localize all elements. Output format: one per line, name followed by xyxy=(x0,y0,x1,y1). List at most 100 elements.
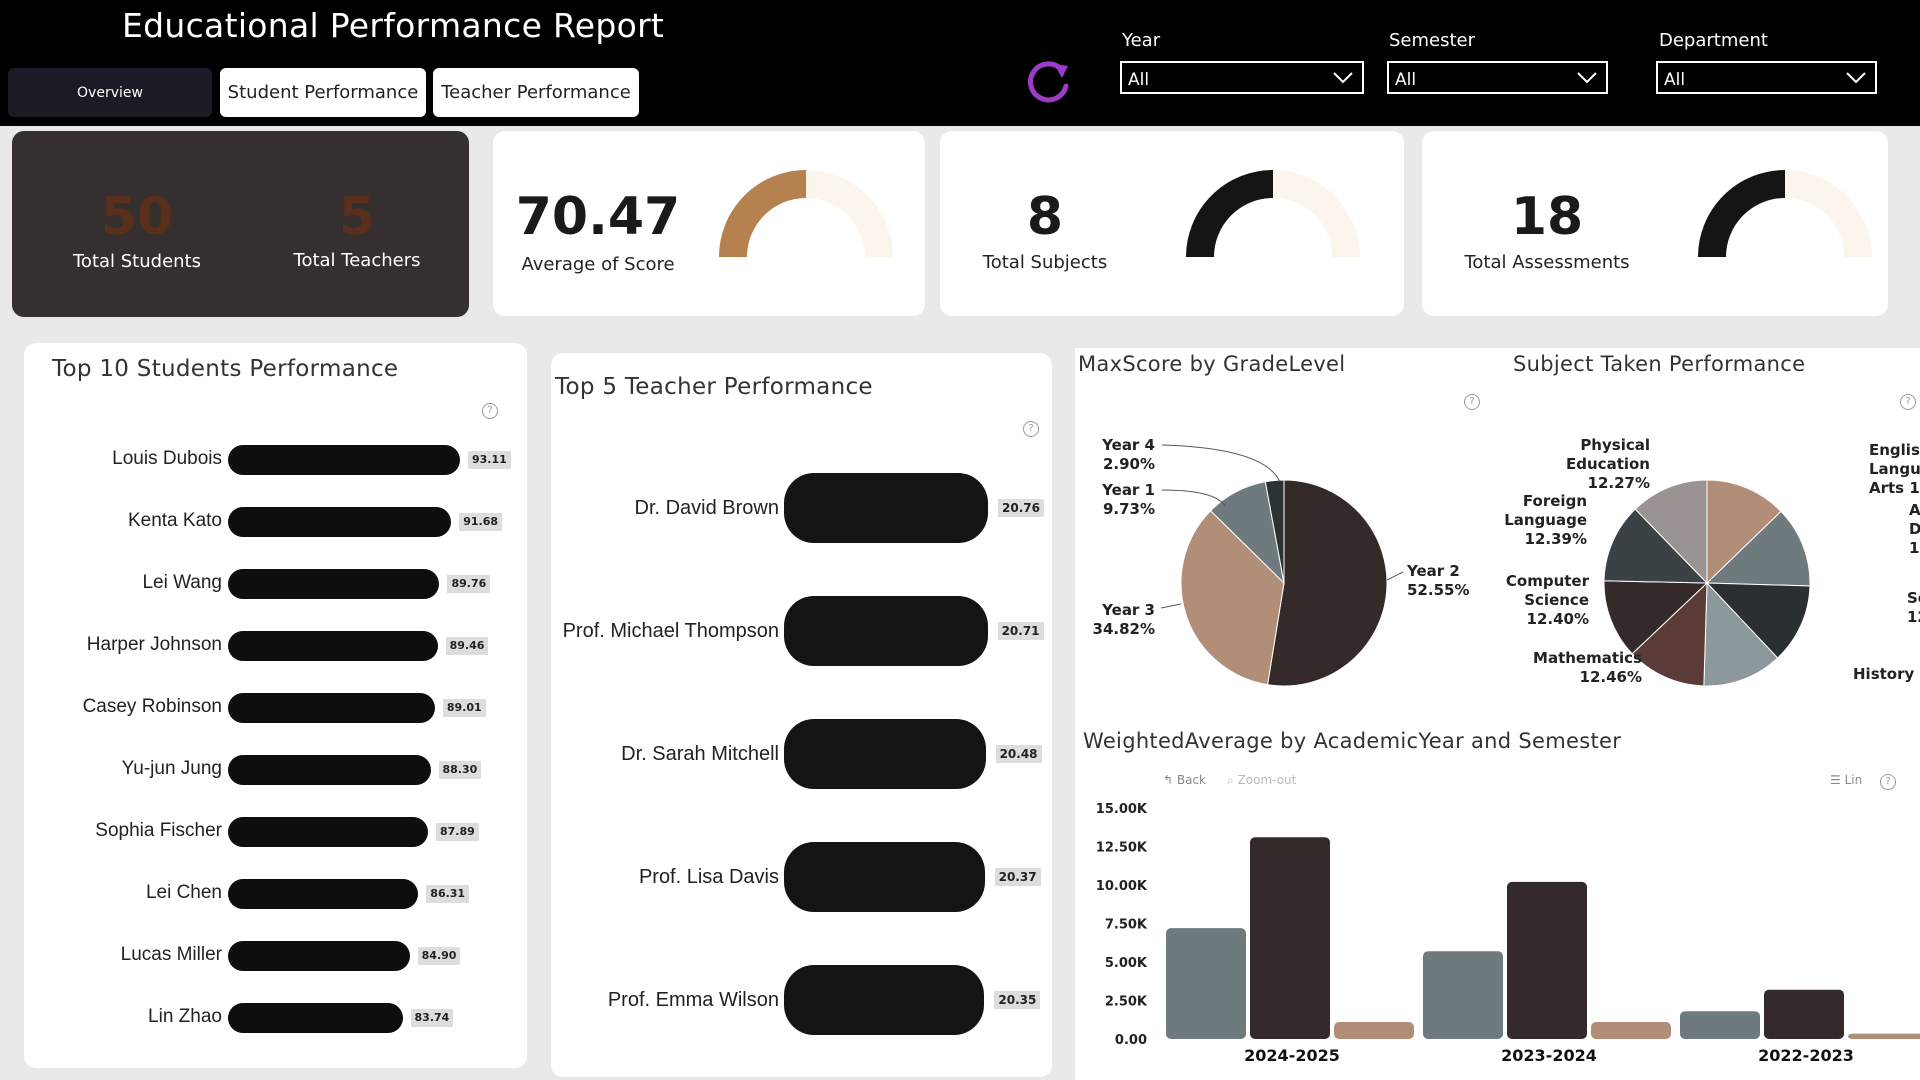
total-assessments-label: Total Assessments xyxy=(1464,252,1630,273)
back-button[interactable]: ↰ Back xyxy=(1163,773,1207,787)
student-score-bar[interactable] xyxy=(228,569,440,599)
year2-label: Year 2 52.55% xyxy=(1406,562,1469,599)
pie-slice[interactable] xyxy=(1264,479,1285,584)
student-bar-row[interactable]: Louis Dubois 93.11 xyxy=(24,442,544,478)
top-students-title: Top 10 Students Performance xyxy=(52,356,399,382)
student-score-value: 89.01 xyxy=(442,699,486,717)
y-tick-label: 2.50K xyxy=(1105,995,1148,1010)
weighted-bar[interactable] xyxy=(1334,1022,1414,1039)
pie-slice[interactable] xyxy=(1705,510,1811,587)
teacher-name-label: Dr. David Brown xyxy=(634,497,780,519)
subject-pie-chart: EnglishLanguageArts 12.76% Art &Design12.… xyxy=(1504,436,1920,687)
student-bar-row[interactable]: Harper Johnson 89.46 xyxy=(24,628,544,664)
student-score-bar[interactable] xyxy=(228,755,431,785)
weighted-bar[interactable] xyxy=(1764,989,1844,1039)
student-score-bar[interactable] xyxy=(228,1003,403,1033)
weighted-bar[interactable] xyxy=(1250,837,1330,1039)
teacher-name-label: Dr. Sarah Mitchell xyxy=(621,743,779,765)
year1-label: Year 1 9.73% xyxy=(1101,481,1155,518)
student-bar-row[interactable]: Sophia Fischer 87.89 xyxy=(24,814,544,850)
art-label: Art &Design12.70% xyxy=(1909,501,1920,557)
refresh-icon[interactable] xyxy=(1022,56,1074,108)
teacher-score-bar[interactable] xyxy=(784,719,986,789)
weighted-bar[interactable] xyxy=(1507,881,1587,1039)
help-icon[interactable]: ? xyxy=(1900,394,1916,410)
student-bar-row[interactable]: Lucas Miller 84.90 xyxy=(24,938,544,974)
year-select[interactable]: All xyxy=(1120,61,1364,94)
weighted-chart-title: WeightedAverage by AcademicYear and Seme… xyxy=(1083,729,1622,753)
student-name-label: Harper Johnson xyxy=(86,634,222,655)
top-teachers-panel: Top 5 Teacher Performance ? Dr. David Br… xyxy=(551,353,1052,1077)
student-score-bar[interactable] xyxy=(228,879,419,909)
total-assessments-value: 18 xyxy=(1510,187,1584,247)
help-icon[interactable]: ? xyxy=(1464,394,1480,410)
weighted-bar[interactable] xyxy=(1848,1033,1920,1039)
total-assessments-gauge xyxy=(1698,170,1872,258)
weighted-bar[interactable] xyxy=(1680,1011,1760,1039)
semester-select[interactable]: All xyxy=(1387,61,1608,94)
student-bar-row[interactable]: Casey Robinson 89.01 xyxy=(24,690,544,726)
teacher-score-bar[interactable] xyxy=(784,473,988,543)
student-score-value: 91.68 xyxy=(459,513,503,531)
student-bar-row[interactable]: Lei Chen 86.31 xyxy=(24,876,544,912)
student-score-bar[interactable] xyxy=(228,507,452,537)
pie-slice[interactable] xyxy=(1603,580,1709,655)
student-score-bar[interactable] xyxy=(228,817,428,847)
teacher-name-label: Prof. Lisa Davis xyxy=(638,866,779,888)
student-score-value: 83.74 xyxy=(410,1009,454,1027)
lin-toggle[interactable]: ☰ Lin xyxy=(1830,773,1863,787)
zoom-out-button[interactable]: ⌕ Zoom-out xyxy=(1227,773,1297,787)
student-score-bar[interactable] xyxy=(228,631,438,661)
student-score-value: 93.11 xyxy=(468,451,511,469)
y-tick-label: 15.00K xyxy=(1096,802,1148,817)
pie-slice[interactable] xyxy=(1266,479,1388,687)
student-score-bar[interactable] xyxy=(228,445,460,475)
students-teachers-card: 50 Total Students 5 Total Teachers xyxy=(12,131,469,317)
pie-slice[interactable] xyxy=(1706,479,1782,585)
page-title: Educational Performance Report xyxy=(122,6,665,45)
maxscore-pie-chart: Year 2 52.55% Year 3 34.82% Year 1 9.73% Year … xyxy=(1093,436,1469,687)
pie-slice[interactable] xyxy=(1703,581,1779,687)
subject-pie-title: Subject Taken Performance xyxy=(1513,352,1806,376)
department-select[interactable]: All xyxy=(1656,61,1877,94)
student-score-bar[interactable] xyxy=(228,941,410,971)
student-score-value: 84.90 xyxy=(417,947,461,965)
help-icon[interactable]: ? xyxy=(482,403,498,419)
student-bar-row[interactable]: Kenta Kato 91.68 xyxy=(24,504,544,540)
teacher-score-bar[interactable] xyxy=(784,596,988,666)
total-students-value: 50 xyxy=(100,187,174,247)
student-score-value: 88.30 xyxy=(438,761,482,779)
pie-slice[interactable] xyxy=(1603,508,1709,584)
teacher-name-label: Prof. Emma Wilson xyxy=(607,989,779,1011)
student-score-value: 89.76 xyxy=(447,575,491,593)
total-subjects-label: Total Subjects xyxy=(982,252,1108,273)
pie-slice[interactable] xyxy=(1180,510,1285,686)
charts-area: MaxScore by GradeLevel ? Year 2 52.55% Yea… xyxy=(1075,348,1920,1080)
student-bar-row[interactable]: Lin Zhao 83.74 xyxy=(24,1000,544,1036)
pie-slice[interactable] xyxy=(1631,581,1708,687)
help-icon[interactable]: ? xyxy=(1880,774,1896,790)
student-name-label: Lei Chen xyxy=(145,882,222,903)
header-bar: Educational Performance Report Overview … xyxy=(0,0,1920,126)
tab-student-performance[interactable]: Student Performance xyxy=(220,68,426,117)
teacher-score-bar[interactable] xyxy=(784,842,985,912)
student-score-value: 86.31 xyxy=(426,885,470,903)
weighted-bar[interactable] xyxy=(1591,1022,1671,1039)
total-students-label: Total Students xyxy=(73,251,201,272)
top-students-panel: Top 10 Students Performance ? Louis Dubo… xyxy=(24,343,527,1068)
tab-teacher-performance[interactable]: Teacher Performance xyxy=(433,68,639,117)
student-score-bar[interactable] xyxy=(228,693,435,723)
total-teachers-value: 5 xyxy=(338,187,376,247)
help-icon[interactable]: ? xyxy=(1023,421,1039,437)
student-name-label: Lucas Miller xyxy=(120,944,222,965)
weighted-bar[interactable] xyxy=(1423,951,1503,1039)
pie-slice[interactable] xyxy=(1705,582,1811,659)
tab-overview[interactable]: Overview xyxy=(8,68,212,117)
student-bar-row[interactable]: Lei Wang 89.76 xyxy=(24,566,544,602)
teacher-score-bar[interactable] xyxy=(784,965,985,1035)
total-subjects-gauge xyxy=(1186,170,1360,258)
student-bar-row[interactable]: Yu-jun Jung 88.30 xyxy=(24,752,544,788)
weighted-bar[interactable] xyxy=(1166,928,1246,1039)
pie-slice[interactable] xyxy=(1634,479,1708,585)
